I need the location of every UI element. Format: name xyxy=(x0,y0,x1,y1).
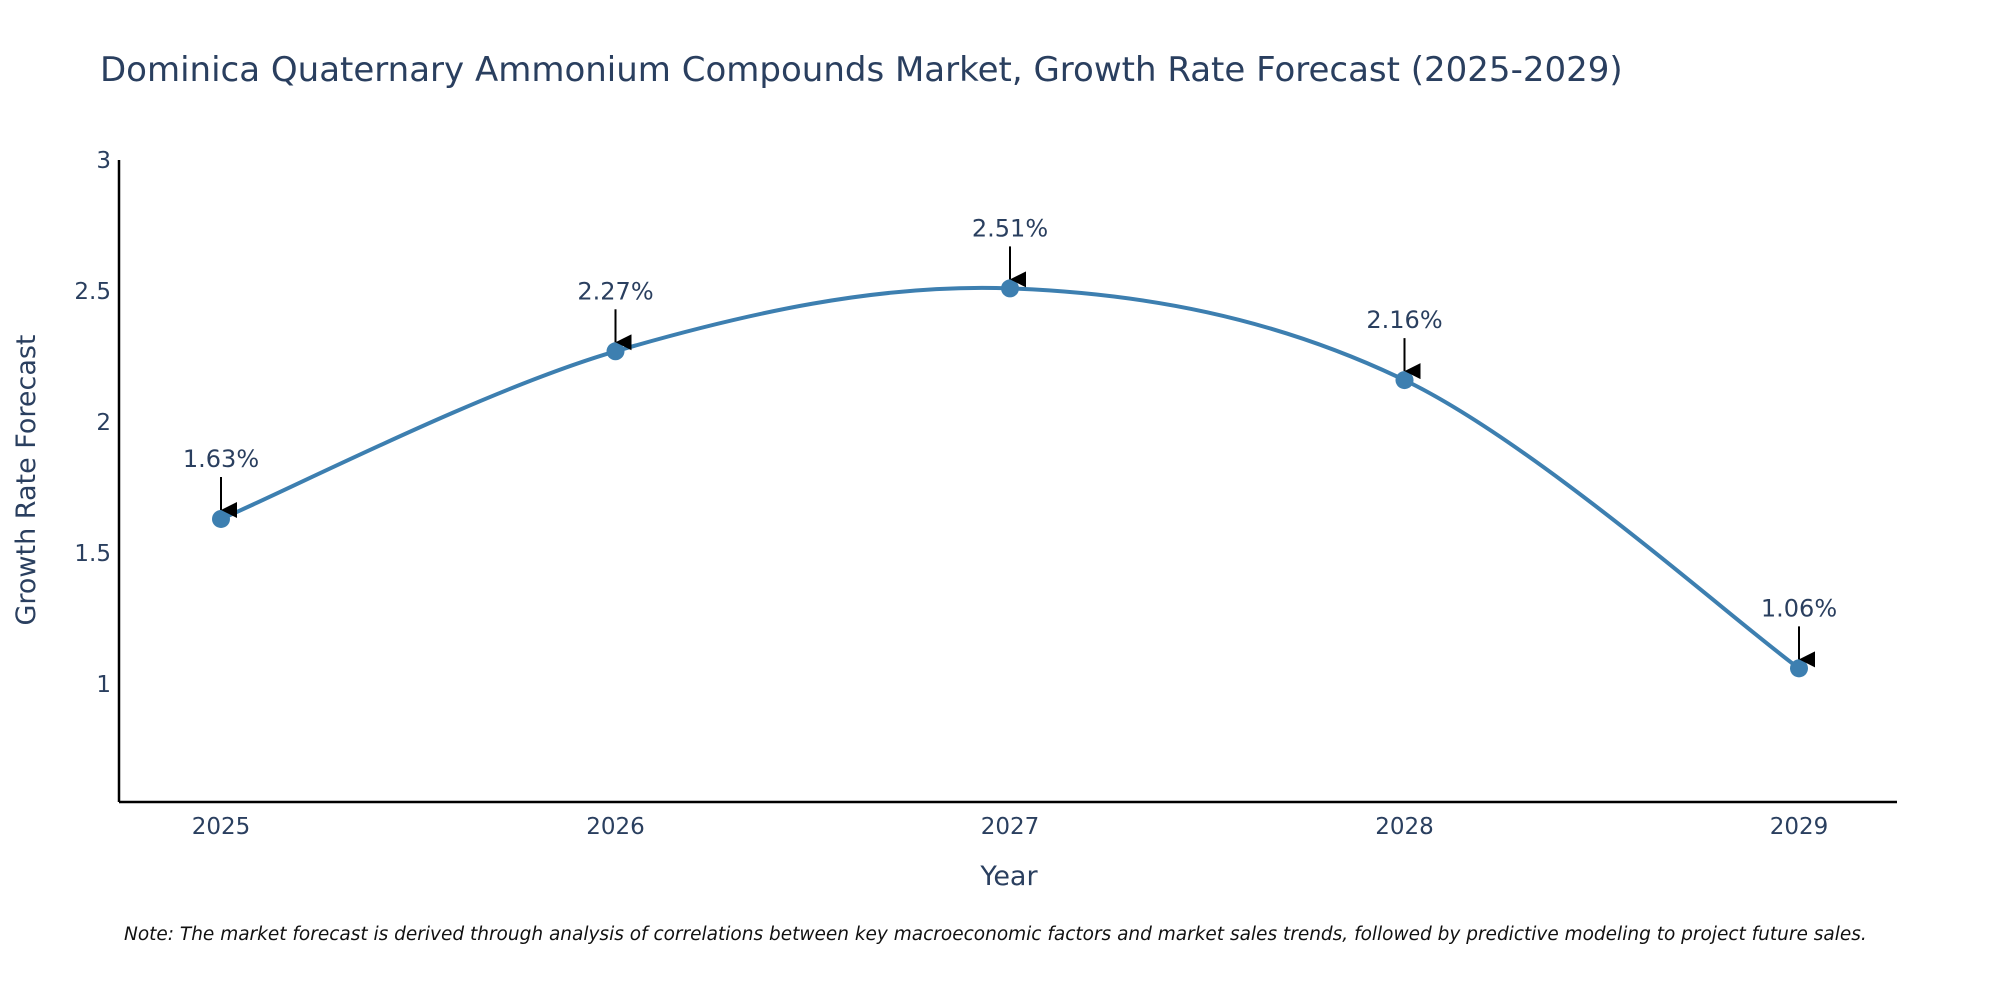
x-axis-ticks: 2025 2026 2027 2028 2029 xyxy=(192,814,1829,840)
x-tick-label: 2027 xyxy=(981,814,1040,840)
y-tick-label: 2.5 xyxy=(74,279,111,305)
data-point xyxy=(1395,371,1414,390)
data-label: 1.06% xyxy=(1761,594,1837,622)
series-line xyxy=(220,285,1801,670)
x-axis-title: Year xyxy=(979,861,1038,892)
y-tick-label: 3 xyxy=(96,148,111,174)
x-tick-label: 2028 xyxy=(1375,814,1434,840)
y-axis-title: Growth Rate Forecast xyxy=(11,334,42,625)
data-points xyxy=(212,279,1808,678)
data-point xyxy=(212,509,230,528)
y-tick-label: 1.5 xyxy=(74,541,111,567)
data-label: 2.51% xyxy=(972,214,1048,242)
y-axis-ticks: 1 1.5 2 2.5 3 xyxy=(74,148,111,698)
data-label: 2.16% xyxy=(1366,306,1442,334)
data-label: 1.63% xyxy=(183,445,259,473)
x-tick-label: 2029 xyxy=(1770,814,1829,840)
data-point xyxy=(1001,279,1019,298)
x-tick-label: 2025 xyxy=(192,814,251,840)
data-point xyxy=(1790,659,1808,678)
data-annotations: 1.63% 2.27% 2.51% 2.16% 1.06% xyxy=(183,214,1837,668)
data-label: 2.27% xyxy=(577,277,653,305)
y-tick-label: 2 xyxy=(96,410,111,436)
footnote: Note: The market forecast is derived thr… xyxy=(124,924,1867,945)
data-point xyxy=(606,342,625,361)
y-tick-label: 1 xyxy=(96,672,111,698)
chart-title: Dominica Quaternary Ammonium Compounds M… xyxy=(100,50,1623,90)
x-tick-label: 2026 xyxy=(586,814,645,840)
